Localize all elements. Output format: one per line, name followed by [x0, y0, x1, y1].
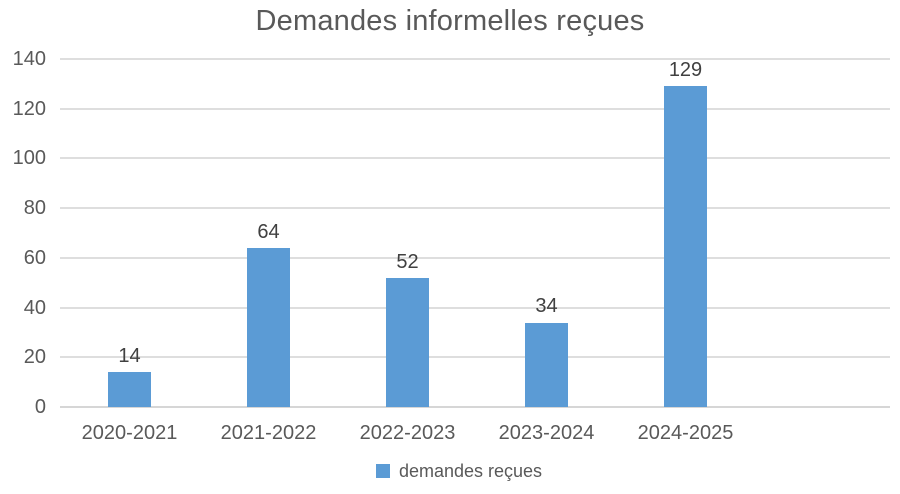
- x-axis-line: [60, 406, 890, 408]
- gridline: [60, 306, 890, 309]
- x-category-label: 2024-2025: [637, 422, 734, 444]
- plot-area: 14 64 52 34 129: [60, 58, 890, 408]
- bar: [664, 86, 707, 407]
- bar-value-label: 34: [535, 295, 558, 318]
- y-tick-label: 40: [23, 296, 46, 319]
- gridline: [60, 207, 890, 210]
- x-category-label: 2020-2021: [81, 422, 178, 444]
- y-tick-label: 140: [12, 48, 46, 70]
- x-category-label: 2023-2024: [498, 422, 595, 444]
- gridline: [60, 356, 890, 359]
- x-category-label: 2021-2022: [220, 422, 317, 444]
- x-category-label: 2022-2023: [359, 422, 456, 444]
- y-tick-label: 20: [23, 346, 46, 369]
- y-tick-label: 60: [23, 246, 46, 269]
- bar: [108, 372, 151, 407]
- bar-value-label: 14: [118, 345, 141, 368]
- chart-title: Demandes informelles reçues: [255, 5, 645, 37]
- y-tick-label: 120: [12, 97, 46, 120]
- gridline: [60, 58, 890, 60]
- bar-value-label: 64: [257, 220, 280, 243]
- y-tick-label: 80: [23, 197, 46, 220]
- y-tick-label: 0: [34, 396, 46, 418]
- gridline: [60, 256, 890, 259]
- y-tick-label: 100: [12, 147, 46, 170]
- bar-value-label: 52: [396, 250, 419, 273]
- legend-group: demandes reçues: [375, 461, 543, 481]
- bar: [386, 277, 429, 407]
- legend-swatch-icon: [375, 464, 390, 478]
- gridline: [60, 107, 890, 110]
- bar-value-label: 129: [668, 59, 703, 82]
- legend: demandes reçues: [0, 461, 900, 481]
- gridline: [60, 157, 890, 160]
- bar: [247, 247, 290, 407]
- legend-label: demandes reçues: [398, 461, 543, 481]
- bar: [525, 322, 568, 407]
